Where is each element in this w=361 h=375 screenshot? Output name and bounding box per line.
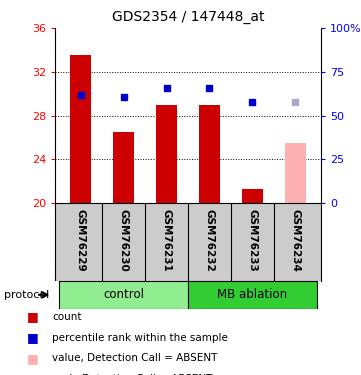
Text: count: count: [52, 312, 82, 322]
Text: ■: ■: [27, 310, 38, 324]
Bar: [199, 105, 220, 203]
Text: control: control: [103, 288, 144, 302]
Bar: [284, 143, 306, 203]
Text: value, Detection Call = ABSENT: value, Detection Call = ABSENT: [52, 353, 218, 363]
Text: GSM76233: GSM76233: [247, 209, 257, 272]
Text: ■: ■: [27, 372, 38, 375]
Text: rank, Detection Call = ABSENT: rank, Detection Call = ABSENT: [52, 374, 213, 375]
Title: GDS2354 / 147448_at: GDS2354 / 147448_at: [112, 10, 264, 24]
Bar: [70, 56, 91, 203]
Text: GSM76229: GSM76229: [76, 209, 86, 272]
Text: MB ablation: MB ablation: [217, 288, 287, 302]
Text: GSM76231: GSM76231: [162, 209, 171, 272]
Bar: [113, 132, 134, 203]
Text: GSM76234: GSM76234: [290, 209, 300, 272]
Bar: [242, 189, 263, 203]
Text: percentile rank within the sample: percentile rank within the sample: [52, 333, 228, 343]
Text: ■: ■: [27, 331, 38, 344]
Text: GSM76230: GSM76230: [119, 209, 129, 272]
Text: protocol: protocol: [4, 290, 49, 300]
Bar: [59, 281, 188, 309]
Text: GSM76232: GSM76232: [204, 209, 214, 272]
Bar: [188, 281, 317, 309]
Bar: [156, 105, 177, 203]
Text: ■: ■: [27, 352, 38, 365]
